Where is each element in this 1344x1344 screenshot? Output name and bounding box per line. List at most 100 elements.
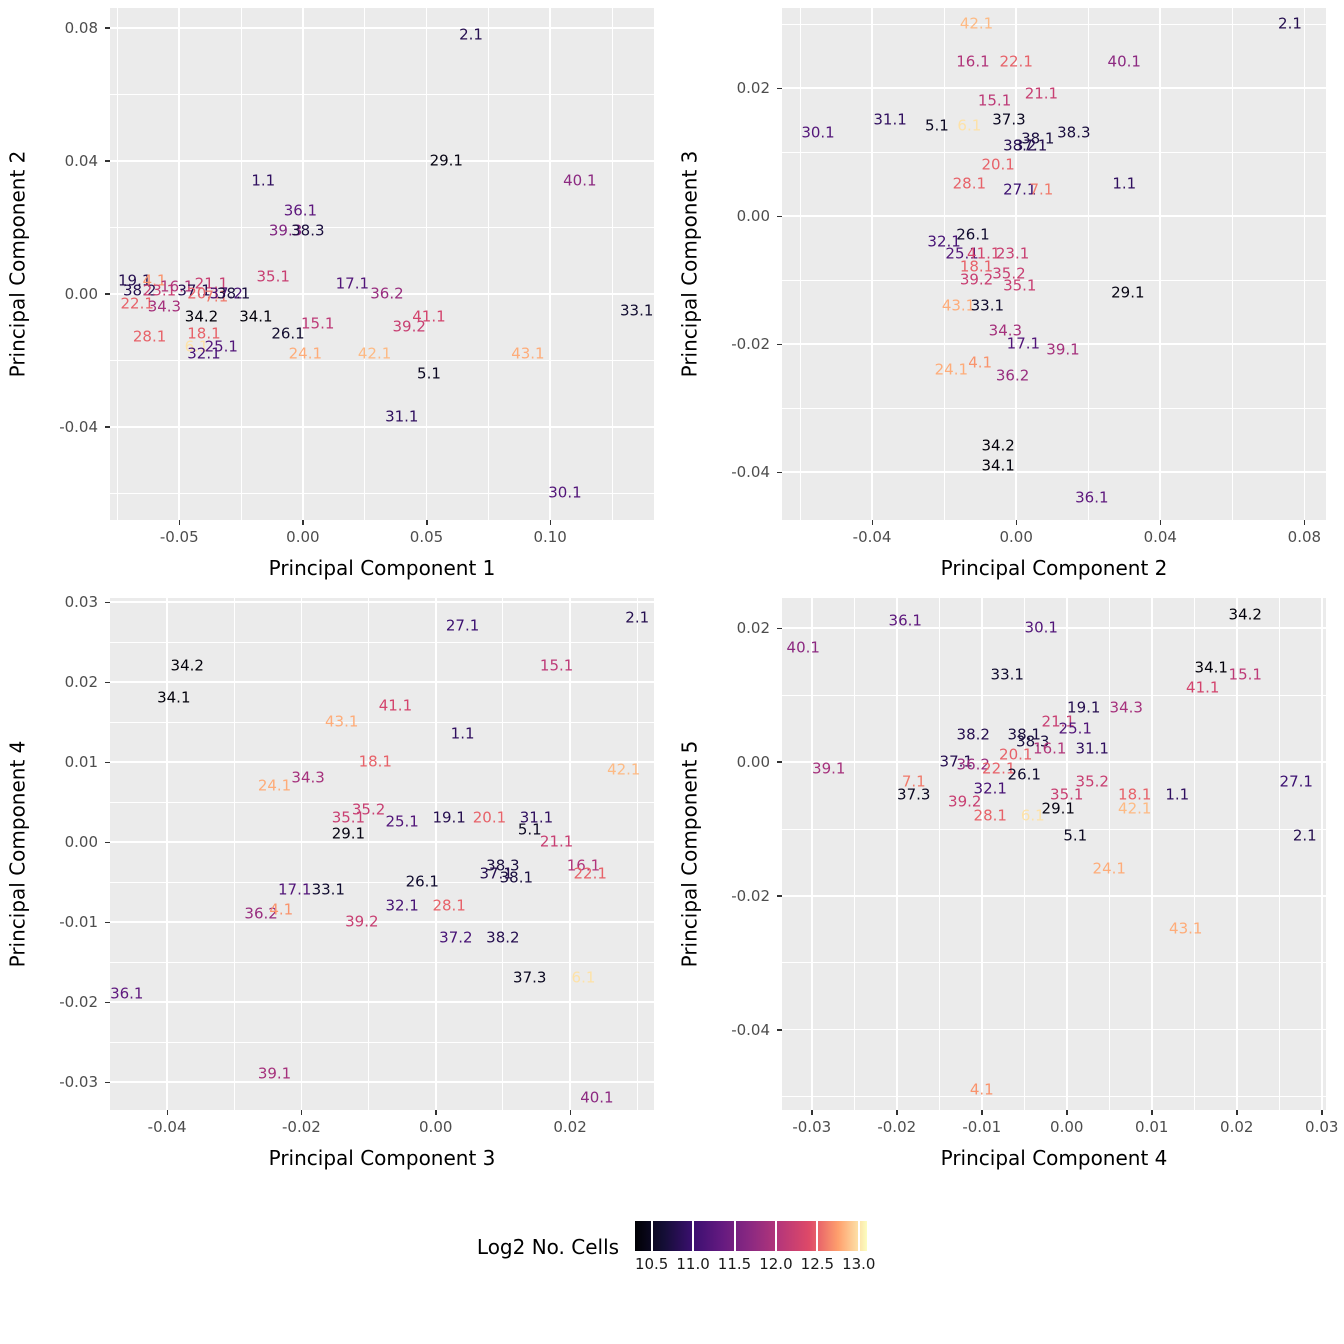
colorbar-tick-mark (857, 1221, 860, 1251)
x-tick-label: -0.04 (852, 528, 892, 546)
minor-gridline-v (1087, 8, 1089, 520)
point-label: 34.1 (239, 307, 273, 326)
point-label: 34.3 (1109, 698, 1143, 717)
point-label: 34.3 (988, 321, 1023, 340)
point-label: 41.1 (378, 696, 413, 715)
x-tick-mark (302, 520, 304, 525)
point-label: 2.1 (459, 25, 483, 44)
minor-gridline-v (1023, 598, 1025, 1110)
major-gridline-h (782, 1028, 1326, 1031)
point-label: 38.1 (1021, 129, 1055, 148)
point-label: 35.2 (992, 264, 1026, 283)
point-label: 32.1 (927, 232, 961, 251)
point-label: 16.1 (160, 277, 194, 296)
plot-area-pc1-pc2: 2.1 29.1 1.1 40.1 36.1 39.3 38.3 19.1 4.1 38.2 23.… (110, 8, 654, 520)
point-label: 1.1 (450, 724, 475, 743)
major-gridline-v (980, 598, 983, 1110)
point-label: 2.1 (625, 608, 650, 627)
point-label: 39.2 (345, 912, 379, 931)
major-gridline-v (1320, 598, 1323, 1110)
point-label: 7.1 (204, 287, 229, 306)
minor-gridline-h (782, 279, 1326, 281)
major-gridline-h (782, 895, 1326, 897)
point-label: 34.1 (157, 688, 191, 707)
minor-gridline-v (117, 8, 118, 520)
point-label: 21.1 (194, 274, 229, 293)
point-label: 36.1 (283, 201, 318, 220)
point-label: 38.2 (956, 725, 990, 744)
major-gridline-h (110, 841, 654, 843)
y-tick-label: -0.01 (59, 913, 98, 931)
x-tick-label: -0.05 (159, 528, 199, 546)
major-gridline-v (871, 8, 873, 520)
point-label: 21.1 (1024, 84, 1059, 103)
point-label: 28.1 (432, 896, 466, 915)
point-label: 39.1 (257, 1064, 292, 1083)
minor-gridline-h (782, 694, 1326, 696)
point-label: 37.3 (992, 110, 1026, 129)
point-label: 24.1 (1092, 859, 1126, 878)
point-label: 20.1 (472, 808, 507, 827)
major-gridline-h (110, 601, 654, 603)
point-label: 1.1 (1165, 785, 1190, 804)
point-label: 17.1 (335, 274, 370, 293)
colorbar-tick-mark (816, 1221, 819, 1251)
point-label: 36.2 (995, 366, 1030, 385)
colorbar-tick-mark (774, 1221, 777, 1251)
panel-pc1-pc2: Principal Component 2 2.1 29.1 1.1 40.1 36.1 3… (0, 0, 672, 590)
point-label: 18.1 (187, 324, 221, 343)
minor-gridline-v (611, 8, 613, 520)
point-label: 34.2 (1228, 605, 1262, 624)
point-label: 4.1 (142, 271, 167, 290)
y-tick-mark (105, 1081, 110, 1083)
point-label: 19.1 (1067, 698, 1101, 717)
point-label: 39.2 (948, 792, 982, 811)
point-label: 30.1 (1024, 618, 1058, 637)
point-label: 41.1 (967, 244, 1001, 263)
point-label: 43.1 (1169, 919, 1203, 938)
minor-gridline-v (1108, 598, 1110, 1110)
point-label: 42.1 (607, 760, 641, 779)
point-label: 35.1 (331, 808, 366, 827)
point-label: 15.1 (301, 314, 335, 333)
point-label: 27.1 (445, 616, 480, 635)
point-label: 5.1 (1063, 826, 1088, 845)
point-label: 23.1 (995, 244, 1030, 263)
panel-pc3-pc4: Principal Component 4 27.1 2.1 34.2 15.1 34.1… (0, 590, 672, 1180)
point-label: 35.1 (256, 267, 290, 286)
y-tick-label: 0.00 (64, 833, 98, 851)
x-tick-label: -0.02 (282, 1118, 321, 1136)
minor-gridline-h (782, 151, 1326, 153)
y-tick-label: 0.01 (64, 753, 98, 771)
point-label: 40.1 (1107, 52, 1141, 71)
x-tick-label: 0.03 (1305, 1118, 1339, 1136)
point-label: 34.2 (981, 436, 1015, 455)
x-tick-mark (300, 1110, 303, 1115)
y-tick-mark (777, 87, 782, 89)
point-label: 35.2 (351, 800, 386, 819)
point-label: 4.1 (969, 1080, 994, 1099)
x-tick-mark (178, 520, 181, 525)
point-label: 6.1 (184, 337, 209, 356)
point-label: 33.1 (970, 296, 1005, 315)
point-label: 36.1 (888, 611, 922, 630)
point-label: 19.1 (118, 271, 152, 290)
major-gridline-h (110, 27, 654, 29)
point-label: 37.2 (209, 284, 243, 303)
minor-gridline-h (110, 493, 654, 494)
y-tick-label: -0.02 (731, 335, 770, 353)
minor-gridline-v (1231, 8, 1233, 520)
colorbar-legend: Log2 No. Cells 10.5 11.0 11.5 12.0 12.5 13.0 (0, 1180, 1344, 1344)
y-tick-label: 0.03 (64, 593, 98, 611)
minor-gridline-v (233, 598, 235, 1110)
major-gridline-h (110, 1001, 654, 1003)
point-label: 5.1 (924, 116, 949, 135)
x-tick-label: -0.02 (877, 1118, 917, 1136)
colorbar-tick-labels: 10.5 11.0 11.5 12.0 12.5 13.0 (635, 1251, 876, 1273)
x-tick-mark (1151, 1110, 1153, 1115)
y-axis-label-text: Principal Component 5 (677, 740, 701, 968)
point-label: 26.1 (956, 225, 990, 244)
point-label: 42.1 (357, 344, 392, 363)
y-tick-label: -0.02 (731, 886, 770, 905)
colorbar-gradient (635, 1221, 868, 1251)
